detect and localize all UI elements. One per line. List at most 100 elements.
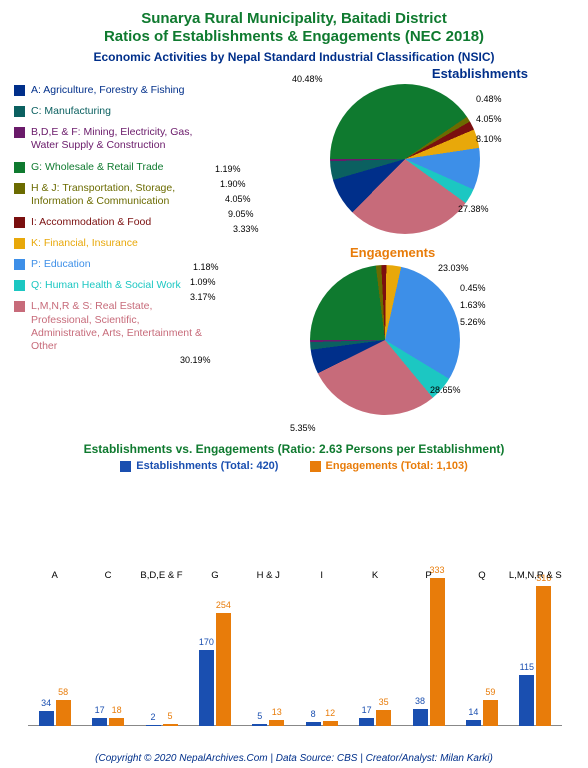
bar-establishments: 5 bbox=[252, 724, 267, 726]
bar-legend-est: Establishments (Total: 420) bbox=[120, 460, 278, 472]
bar-category-label: P bbox=[425, 570, 431, 581]
bar-category-label: K bbox=[372, 570, 378, 581]
bar-value: 17 bbox=[362, 705, 372, 715]
bar-value: 13 bbox=[272, 707, 282, 717]
bar-establishments: 14 bbox=[466, 720, 481, 726]
pie-slice-label: 4.05% bbox=[476, 114, 502, 124]
bar-engagements: 35 bbox=[376, 710, 391, 726]
legend-item: K: Financial, Insurance bbox=[14, 237, 204, 250]
title-line-1: Sunarya Rural Municipality, Baitadi Dist… bbox=[0, 10, 588, 28]
bar-value: 333 bbox=[429, 565, 444, 575]
bar-value: 5 bbox=[167, 711, 172, 721]
copyright: (Copyright © 2020 NepalArchives.Com | Da… bbox=[0, 753, 588, 764]
legend-label: B,D,E & F: Mining, Electricity, Gas, Wat… bbox=[31, 126, 204, 152]
pie-slice-label: 1.18% bbox=[193, 262, 219, 272]
legend-label: I: Accommodation & Food bbox=[31, 216, 151, 229]
bar-group: 1735 bbox=[359, 710, 391, 726]
legend-item: P: Education bbox=[14, 258, 204, 271]
bar-category-label: B,D,E & F bbox=[140, 570, 182, 581]
pie-establishments-container: 40.48%1.19%1.90%4.05%9.05%3.33%27.38%8.1… bbox=[330, 84, 480, 234]
bar-group: 513 bbox=[252, 720, 284, 726]
bar-chart: 3458A1718C25B,D,E & F170254G513H & J812I… bbox=[28, 566, 562, 726]
bar-establishments: 17 bbox=[359, 718, 374, 726]
bar-value: 38 bbox=[415, 696, 425, 706]
bar-group: 25 bbox=[146, 724, 178, 726]
bar-value: 5 bbox=[257, 711, 262, 721]
pie-engagements-container: 23.03%1.18%1.09%3.17%30.19%5.35%28.65%5.… bbox=[310, 265, 460, 415]
bar-engagements: 12 bbox=[323, 721, 338, 726]
pie-slice-label: 1.63% bbox=[460, 300, 486, 310]
bar-group: 170254 bbox=[199, 613, 231, 726]
bar-value: 59 bbox=[485, 687, 495, 697]
label-engagements: Engagements bbox=[350, 245, 435, 260]
bar-category-label: I bbox=[320, 570, 323, 581]
legend-swatch bbox=[14, 238, 25, 249]
legend-swatch bbox=[14, 183, 25, 194]
bar-group: 3458 bbox=[39, 700, 71, 726]
bar-establishments: 8 bbox=[306, 722, 321, 726]
bar-establishments: 38 bbox=[413, 709, 428, 726]
bar-group: 115316 bbox=[519, 586, 551, 726]
bar-value: 170 bbox=[199, 637, 214, 647]
bar-category-label: Q bbox=[478, 570, 485, 581]
bar-category-label: G bbox=[211, 570, 218, 581]
pie-slice-label: 4.05% bbox=[225, 194, 251, 204]
legend-label: H & J: Transportation, Storage, Informat… bbox=[31, 182, 204, 208]
bar-group: 1459 bbox=[466, 700, 498, 726]
pie-slice-label: 3.17% bbox=[190, 292, 216, 302]
bar-establishments: 17 bbox=[92, 718, 107, 726]
bar-legend-est-label: Establishments (Total: 420) bbox=[136, 460, 278, 472]
legend-item: G: Wholesale & Retail Trade bbox=[14, 161, 204, 174]
bar-value: 8 bbox=[311, 709, 316, 719]
bar-group: 812 bbox=[306, 721, 338, 726]
pie-slice-label: 8.10% bbox=[476, 134, 502, 144]
bar-group: 1718 bbox=[92, 718, 124, 726]
legend-label: A: Agriculture, Forestry & Fishing bbox=[31, 84, 184, 97]
legend-swatch bbox=[14, 127, 25, 138]
bar-establishments: 34 bbox=[39, 711, 54, 726]
bar-legend-swatch-eng bbox=[310, 461, 321, 472]
pie-slice-label: 3.33% bbox=[233, 224, 259, 234]
bar-establishments: 170 bbox=[199, 650, 214, 726]
pie-slice-label: 40.48% bbox=[292, 74, 323, 84]
bar-category-label: C bbox=[105, 570, 112, 581]
legend: A: Agriculture, Forestry & FishingC: Man… bbox=[14, 84, 204, 361]
bar-value: 17 bbox=[95, 705, 105, 715]
legend-swatch bbox=[14, 162, 25, 173]
pie-slice-label: 5.26% bbox=[460, 317, 486, 327]
bar-engagements: 18 bbox=[109, 718, 124, 726]
bar-legend-swatch-est bbox=[120, 461, 131, 472]
bar-establishments: 2 bbox=[146, 725, 161, 726]
legend-item: A: Agriculture, Forestry & Fishing bbox=[14, 84, 204, 97]
legend-swatch bbox=[14, 85, 25, 96]
legend-label: K: Financial, Insurance bbox=[31, 237, 138, 250]
bar-value: 115 bbox=[520, 662, 534, 672]
bar-category-label: H & J bbox=[257, 570, 280, 581]
label-establishments: Establishments bbox=[432, 66, 528, 81]
legend-item: L,M,N,R & S: Real Estate, Professional, … bbox=[14, 300, 204, 353]
legend-item: B,D,E & F: Mining, Electricity, Gas, Wat… bbox=[14, 126, 204, 152]
pie-slice-label: 30.19% bbox=[180, 355, 211, 365]
pie-slice-label: 5.35% bbox=[290, 423, 316, 433]
bar-engagements: 58 bbox=[56, 700, 71, 726]
legend-label: G: Wholesale & Retail Trade bbox=[31, 161, 163, 174]
pie-slice-label: 0.45% bbox=[460, 283, 486, 293]
bar-value: 35 bbox=[379, 697, 389, 707]
legend-swatch bbox=[14, 280, 25, 291]
bar-category-label: A bbox=[52, 570, 58, 581]
legend-label: P: Education bbox=[31, 258, 91, 271]
bar-legend-eng: Engagements (Total: 1,103) bbox=[310, 460, 468, 472]
bar-value: 14 bbox=[468, 707, 478, 717]
subtitle: Economic Activities by Nepal Standard In… bbox=[0, 50, 588, 64]
pie-slice-label: 1.19% bbox=[215, 164, 241, 174]
bar-value: 2 bbox=[150, 712, 155, 722]
legend-swatch bbox=[14, 217, 25, 228]
bar-value: 18 bbox=[112, 705, 122, 715]
legend-label: Q: Human Health & Social Work bbox=[31, 279, 181, 292]
bar-engagements: 59 bbox=[483, 700, 498, 726]
bar-value: 12 bbox=[325, 708, 335, 718]
bar-chart-title: Establishments vs. Engagements (Ratio: 2… bbox=[0, 442, 588, 456]
legend-item: H & J: Transportation, Storage, Informat… bbox=[14, 182, 204, 208]
page-title: Sunarya Rural Municipality, Baitadi Dist… bbox=[0, 0, 588, 46]
pie-slice-label: 9.05% bbox=[228, 209, 254, 219]
